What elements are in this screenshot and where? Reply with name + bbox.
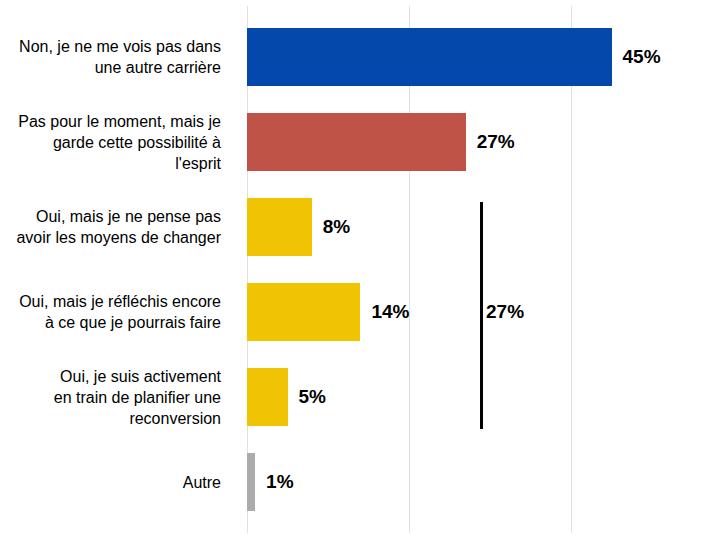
category-label: Oui, mais je ne pense pas avoir les moye… [0,206,221,248]
group-total-label: 27% [486,301,524,323]
bar [247,453,255,511]
group-bracket-line [480,202,483,429]
bar [247,198,312,256]
category-label: Pas pour le moment, mais je garde cette … [0,111,221,174]
category-label: Non, je ne me vois pas dans une autre ca… [0,36,221,78]
category-label: Oui, je suis activement en train de plan… [0,366,221,429]
bar-chart: Non, je ne me vois pas dans une autre ca… [0,0,720,540]
value-label: 14% [371,301,409,323]
category-label: Oui, mais je réfléchis encore à ce que j… [0,291,221,333]
category-label: Autre [0,472,221,493]
value-label: 45% [623,46,661,68]
value-label: 27% [477,131,515,153]
bar [247,368,288,426]
value-label: 5% [299,386,326,408]
value-label: 8% [323,216,350,238]
bar [247,283,360,341]
value-label: 1% [266,471,293,493]
bar [247,113,466,171]
bar [247,28,612,86]
